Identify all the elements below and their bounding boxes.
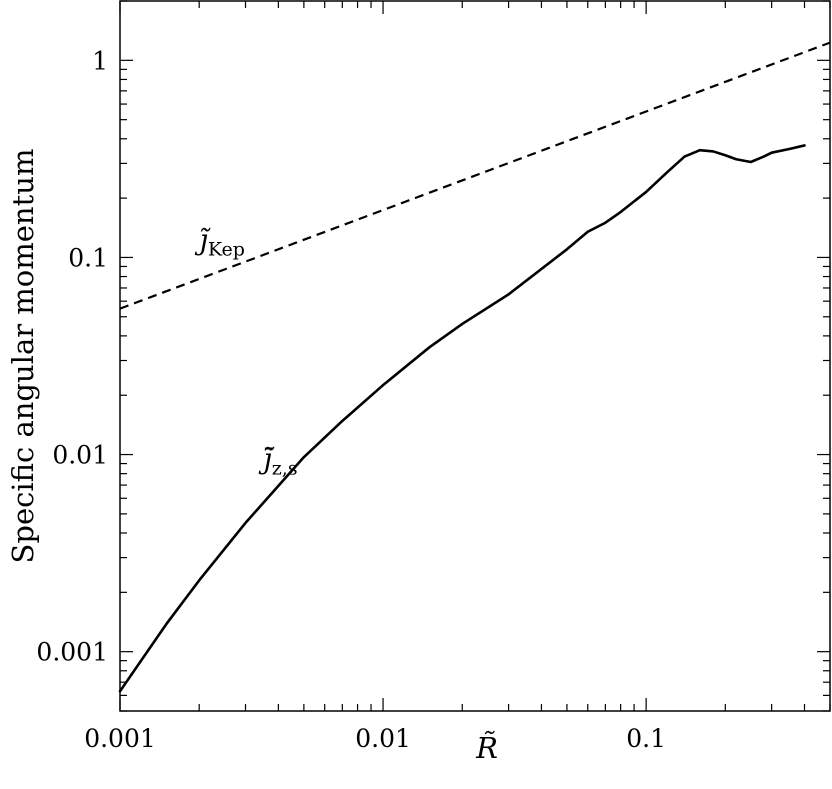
x-tick-label: 0.1 [626, 724, 666, 753]
y-tick-label: 0.01 [52, 441, 108, 470]
y-tick-label: 0.1 [68, 243, 108, 272]
kep-annotation: j̃Kep [194, 223, 245, 260]
x-tick-label: 0.01 [355, 724, 411, 753]
kep-annotation-sub: Kep [208, 238, 245, 260]
ticks [119, 0, 831, 712]
plot-frame [119, 0, 831, 712]
x-axis-title: R̃ [475, 731, 498, 765]
kep-dashed-line [119, 41, 831, 310]
y-axis-title: Specific angular momentum [6, 149, 40, 564]
y-tick-label: 0.001 [36, 638, 108, 667]
jzs-annotation-sub: z,s [272, 457, 298, 479]
series-layer [118, 41, 831, 693]
tick-labels: 0.001 0.01 0.1 0.001 0.01 0.1 1 [36, 46, 666, 753]
x-tick-label: 0.001 [84, 724, 156, 753]
y-tick-label: 1 [92, 46, 108, 75]
jzs-solid-line [118, 144, 806, 693]
jzs-annotation-base: j̄̃ [258, 442, 275, 475]
kep-annotation-base: j̃ [194, 223, 211, 256]
jzs-annotation: j̄̃z,s [258, 442, 298, 479]
